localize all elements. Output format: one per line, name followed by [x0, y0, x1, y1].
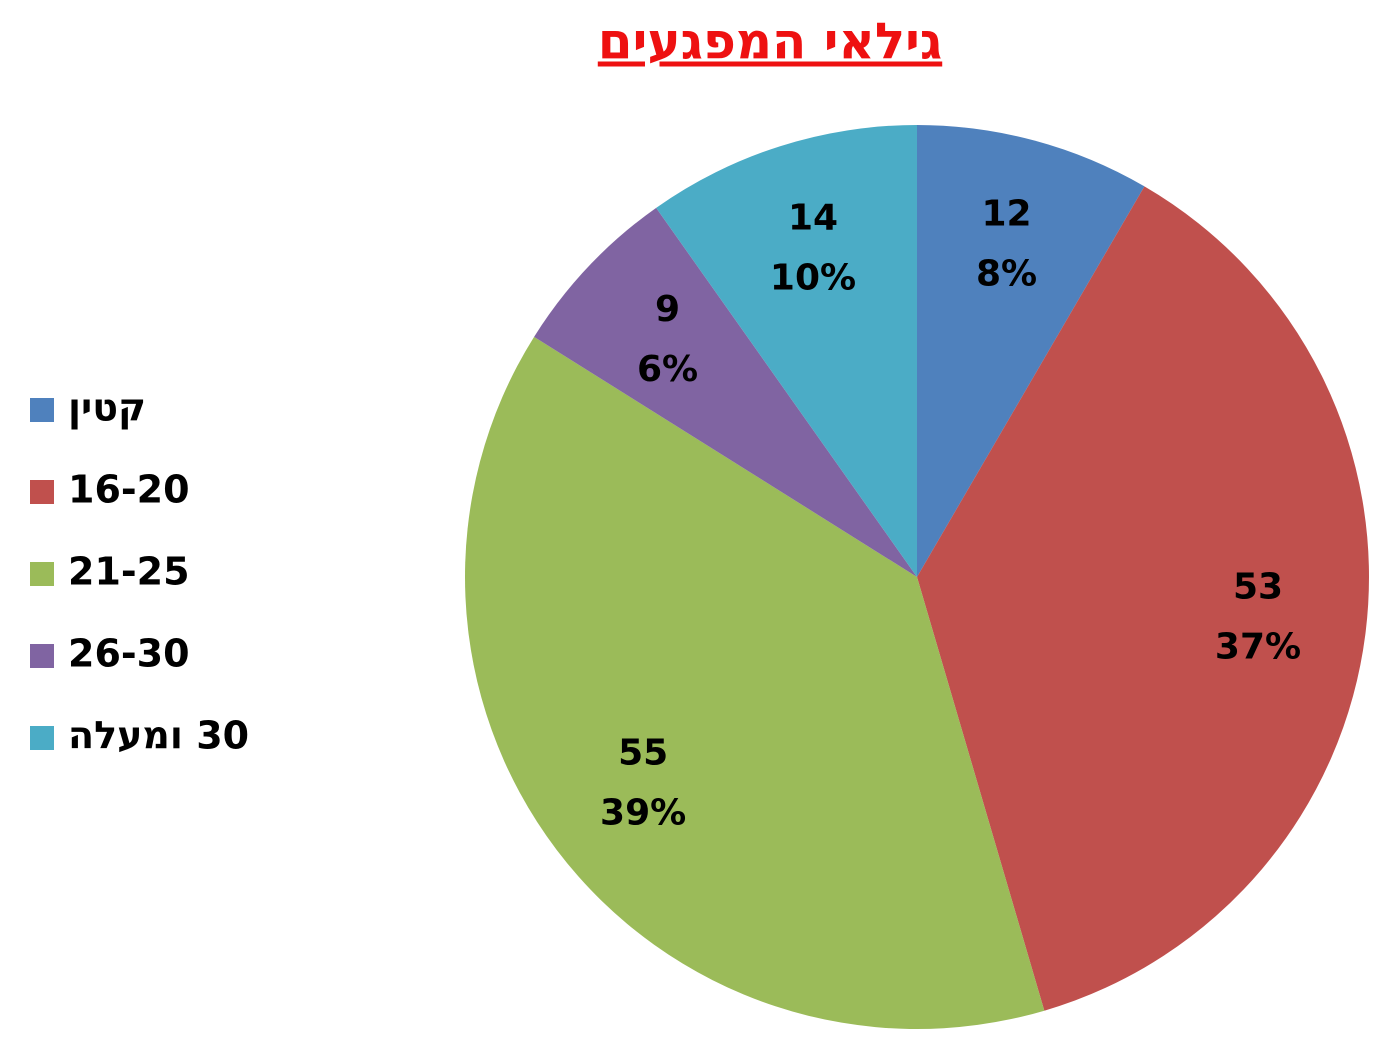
- percent-label: 10%: [770, 258, 856, 299]
- legend-swatch: [30, 726, 54, 750]
- legend-swatch: [30, 398, 54, 422]
- pie-slice: [917, 186, 1369, 1011]
- legend-label: 16-20: [68, 468, 190, 512]
- legend-label: 21-25: [68, 550, 190, 594]
- percent-label: 8%: [976, 253, 1037, 294]
- pie-slice: [917, 125, 1145, 577]
- percent-label: 6%: [637, 349, 698, 390]
- chart-title: גילאי המפגעים: [598, 13, 942, 71]
- legend-label: 26-30: [68, 632, 190, 676]
- value-label: 9: [655, 289, 680, 330]
- pie-slice: [534, 207, 917, 578]
- legend-swatch: [30, 562, 54, 586]
- legend-label: קטין: [68, 386, 146, 430]
- percent-label: 37%: [1215, 626, 1301, 667]
- value-label: 12: [981, 193, 1031, 234]
- percent-label: 39%: [600, 792, 686, 833]
- pie-slice: [465, 336, 1045, 1029]
- legend-swatch: [30, 644, 54, 668]
- legend-swatch: [30, 480, 54, 504]
- pie-slice: [656, 124, 917, 577]
- value-label: 55: [618, 732, 668, 773]
- value-label: 14: [788, 198, 838, 239]
- value-label: 53: [1233, 566, 1283, 607]
- legend-label: 30 ומעלה: [68, 714, 249, 758]
